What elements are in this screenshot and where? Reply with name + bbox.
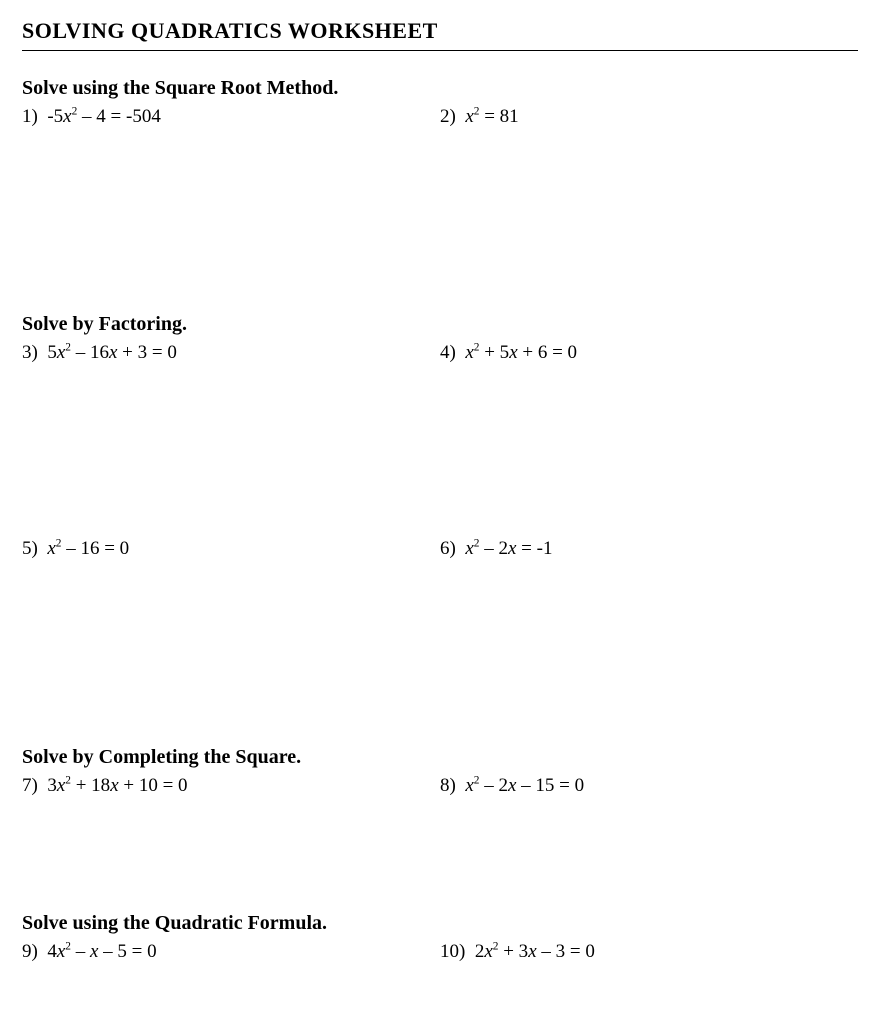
problem: 5) x2 – 16 = 0 xyxy=(22,536,440,562)
section: Solve using the Quadratic Formula.9) 4x2… xyxy=(22,910,858,965)
workspace-gap xyxy=(22,366,858,536)
section: Solve by Completing the Square.7) 3x2 + … xyxy=(22,744,858,911)
problem-cell: 5) x2 – 16 = 0 xyxy=(22,536,440,562)
problem-equation: x2 – 16 = 0 xyxy=(38,538,129,559)
problem-number: 3) xyxy=(22,342,38,363)
problem-equation: x2 = 81 xyxy=(456,106,519,127)
section: Solve using the Square Root Method.1) -5… xyxy=(22,75,858,312)
problem-equation: 2x2 + 3x – 3 = 0 xyxy=(465,941,595,962)
problem-equation: -5x2 – 4 = -504 xyxy=(38,106,161,127)
problem-cell: 1) -5x2 – 4 = -504 xyxy=(22,104,440,130)
problem-number: 8) xyxy=(440,775,456,796)
problem-cell: 7) 3x2 + 18x + 10 = 0 xyxy=(22,773,440,799)
problem: 9) 4x2 – x – 5 = 0 xyxy=(22,939,440,965)
section-heading: Solve by Completing the Square. xyxy=(22,744,858,771)
problem-row: 7) 3x2 + 18x + 10 = 08) x2 – 2x – 15 = 0 xyxy=(22,773,858,799)
problem-cell: 6) x2 – 2x = -1 xyxy=(440,536,858,562)
problem-row: 9) 4x2 – x – 5 = 010) 2x2 + 3x – 3 = 0 xyxy=(22,939,858,965)
problem: 10) 2x2 + 3x – 3 = 0 xyxy=(440,939,858,965)
problem-equation: x2 + 5x + 6 = 0 xyxy=(456,342,577,363)
section-heading: Solve using the Square Root Method. xyxy=(22,75,858,102)
problem-number: 7) xyxy=(22,775,38,796)
worksheet-body: Solve using the Square Root Method.1) -5… xyxy=(22,75,858,965)
problem-equation: 5x2 – 16x + 3 = 0 xyxy=(38,342,177,363)
page-title: SOLVING QUADRATICS WORKSHEET xyxy=(22,16,858,51)
workspace-gap xyxy=(22,798,858,910)
problem-row: 1) -5x2 – 4 = -5042) x2 = 81 xyxy=(22,104,858,130)
problem: 2) x2 = 81 xyxy=(440,104,858,130)
problem-cell: 8) x2 – 2x – 15 = 0 xyxy=(440,773,858,799)
problem-number: 1) xyxy=(22,106,38,127)
section-heading: Solve using the Quadratic Formula. xyxy=(22,910,858,937)
problem-equation: x2 – 2x = -1 xyxy=(456,538,553,559)
workspace-gap xyxy=(22,562,858,744)
problem-equation: 4x2 – x – 5 = 0 xyxy=(38,941,157,962)
section: 5) x2 – 16 = 06) x2 – 2x = -1 xyxy=(22,536,858,744)
problem: 4) x2 + 5x + 6 = 0 xyxy=(440,340,858,366)
problem-row: 3) 5x2 – 16x + 3 = 04) x2 + 5x + 6 = 0 xyxy=(22,340,858,366)
problem-cell: 2) x2 = 81 xyxy=(440,104,858,130)
workspace-gap xyxy=(22,129,858,311)
section: Solve by Factoring.3) 5x2 – 16x + 3 = 04… xyxy=(22,311,858,536)
problem-cell: 10) 2x2 + 3x – 3 = 0 xyxy=(440,939,858,965)
problem-cell: 3) 5x2 – 16x + 3 = 0 xyxy=(22,340,440,366)
problem-number: 4) xyxy=(440,342,456,363)
problem-number: 9) xyxy=(22,941,38,962)
problem: 1) -5x2 – 4 = -504 xyxy=(22,104,440,130)
problem: 7) 3x2 + 18x + 10 = 0 xyxy=(22,773,440,799)
problem-cell: 9) 4x2 – x – 5 = 0 xyxy=(22,939,440,965)
section-heading: Solve by Factoring. xyxy=(22,311,858,338)
problem: 3) 5x2 – 16x + 3 = 0 xyxy=(22,340,440,366)
problem-number: 2) xyxy=(440,106,456,127)
problem: 8) x2 – 2x – 15 = 0 xyxy=(440,773,858,799)
problem-number: 6) xyxy=(440,538,456,559)
problem-number: 10) xyxy=(440,941,465,962)
problem-equation: 3x2 + 18x + 10 = 0 xyxy=(38,775,188,796)
problem-equation: x2 – 2x – 15 = 0 xyxy=(456,775,584,796)
problem-row: 5) x2 – 16 = 06) x2 – 2x = -1 xyxy=(22,536,858,562)
problem: 6) x2 – 2x = -1 xyxy=(440,536,858,562)
problem-cell: 4) x2 + 5x + 6 = 0 xyxy=(440,340,858,366)
problem-number: 5) xyxy=(22,538,38,559)
